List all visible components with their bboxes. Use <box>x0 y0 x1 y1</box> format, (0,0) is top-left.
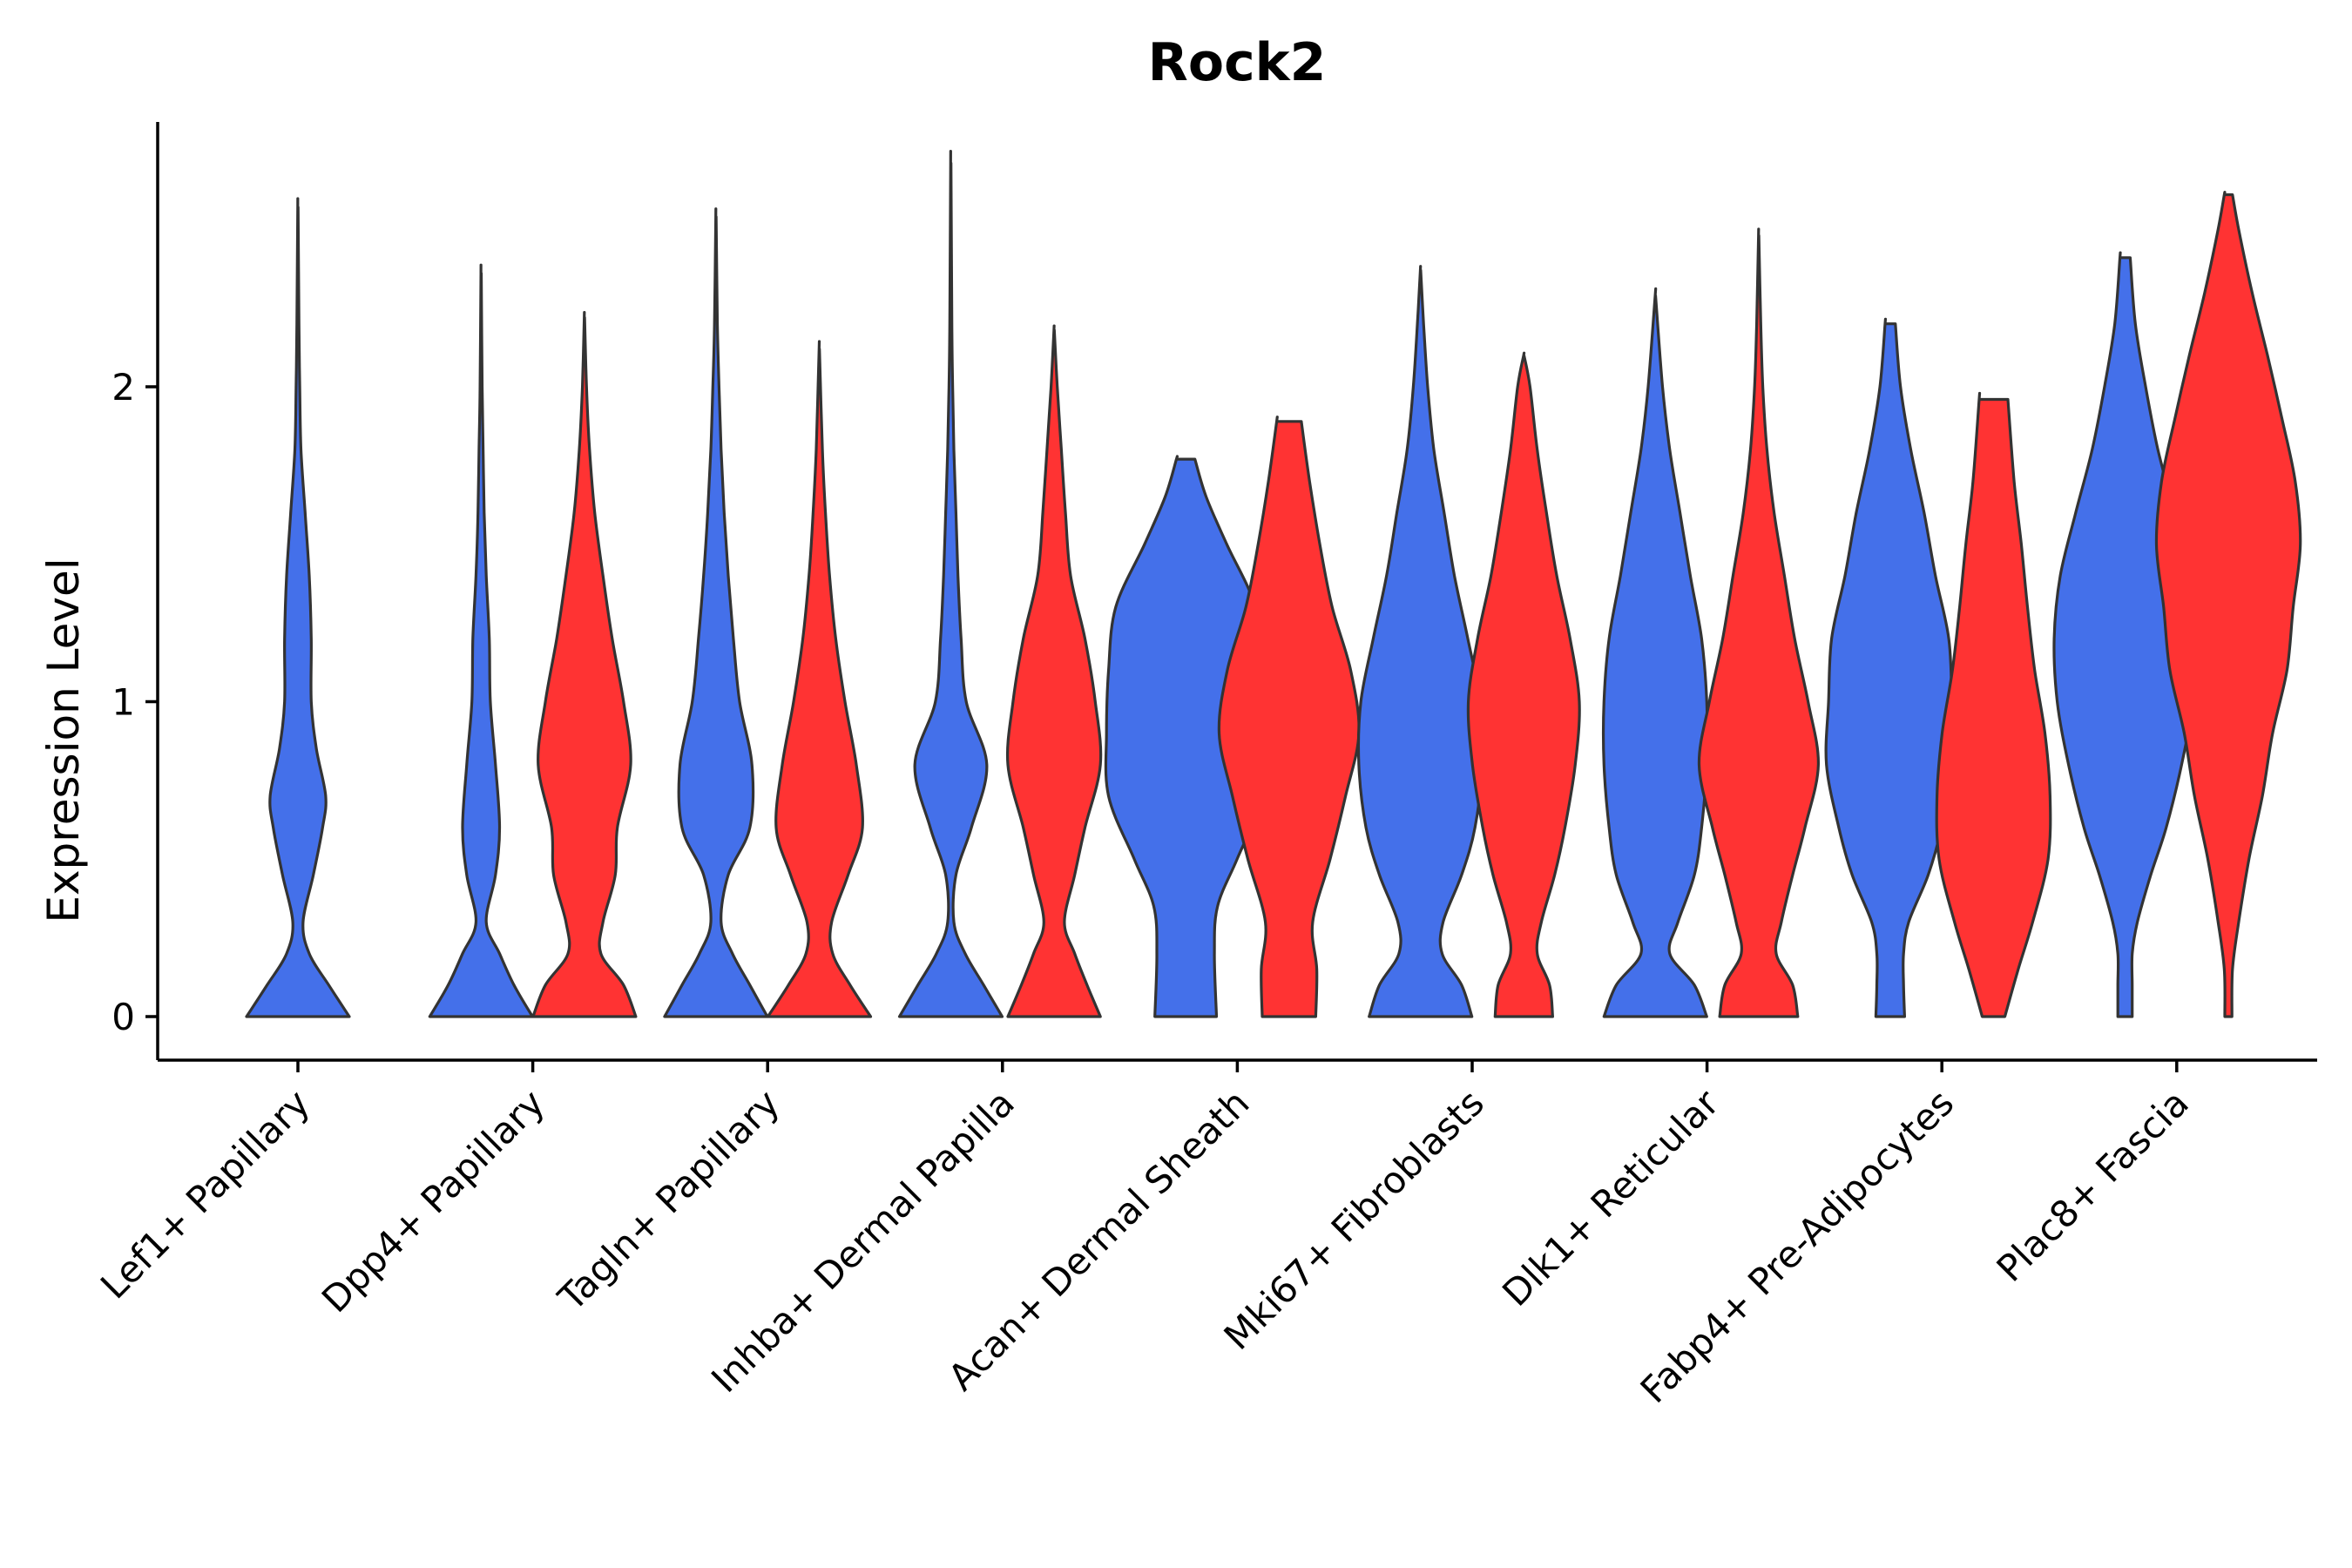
x-tick-label-5: Mki67+ Fibroblasts <box>1216 1081 1492 1357</box>
violin-9-group1 <box>1356 265 1484 1018</box>
violin-16-group2 <box>2154 190 2302 1018</box>
violin-13-group1 <box>1824 317 1957 1018</box>
x-tick-label-1: Dpp4+ Papillary <box>314 1081 553 1321</box>
violin-1-group1 <box>428 263 534 1018</box>
x-tick-label-2: Tagln+ Papillary <box>550 1081 787 1319</box>
chart-title: Rock2 <box>1148 32 1327 93</box>
violin-2-group2 <box>531 311 638 1018</box>
y-tick-label-1: 1 <box>112 681 135 724</box>
violin-0-group1 <box>245 197 351 1018</box>
violin-14-group2 <box>1935 392 2052 1018</box>
x-tick-label-6: Dlk1+ Reticular <box>1494 1081 1727 1315</box>
violin-3-group1 <box>663 207 769 1018</box>
violin-10-group2 <box>1466 351 1581 1018</box>
violin-15-group1 <box>2052 251 2198 1018</box>
y-axis-label: Expression Level <box>38 558 89 923</box>
y-tick-label-2: 2 <box>112 366 135 409</box>
x-tick-label-0: Lef1+ Papillary <box>92 1081 318 1307</box>
violin-8-group2 <box>1217 416 1361 1018</box>
violin-5-group1 <box>897 150 1004 1018</box>
violin-4-group2 <box>766 340 873 1018</box>
violin-6-group2 <box>1005 324 1103 1018</box>
y-ticks: 0 1 2 <box>112 366 158 1038</box>
violin-11-group1 <box>1601 287 1709 1018</box>
violins-layer <box>245 150 2302 1018</box>
y-tick-label-0: 0 <box>112 996 135 1038</box>
x-tick-label-8: Plac8+ Fascia <box>1989 1081 2197 1289</box>
violin-12-group2 <box>1697 227 1821 1018</box>
